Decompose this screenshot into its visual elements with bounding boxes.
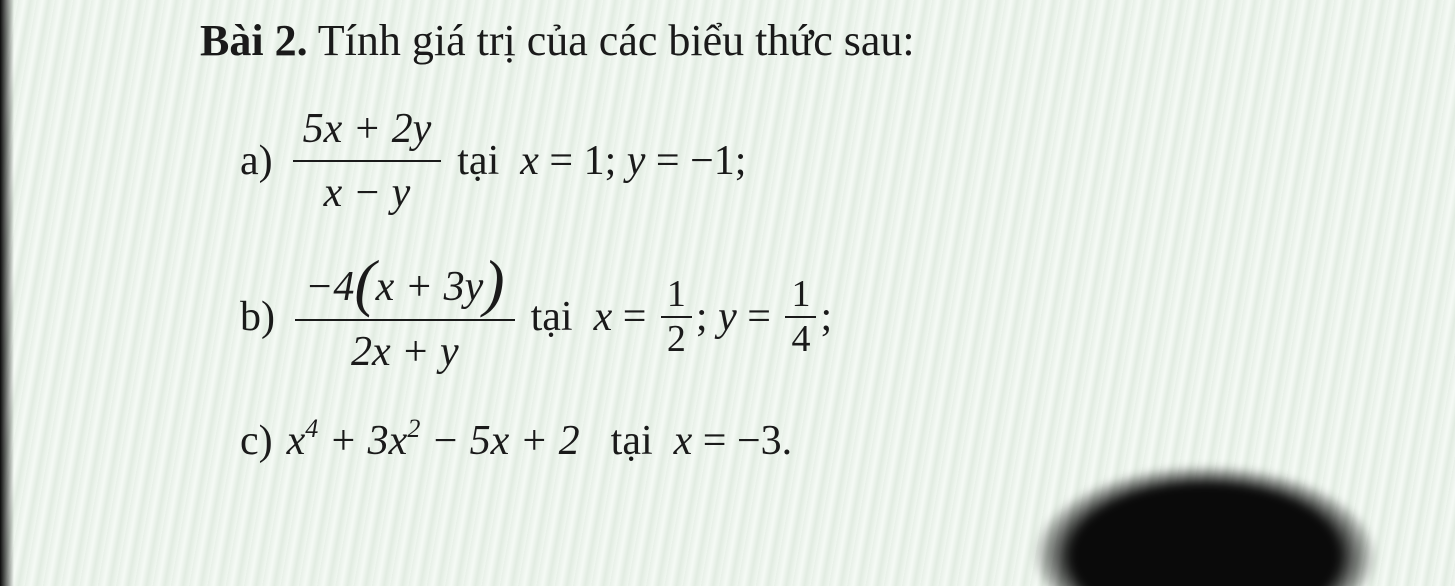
item-c-label: c) <box>240 412 273 471</box>
half-num: 1 <box>661 274 692 316</box>
quarter-den: 4 <box>785 319 816 361</box>
item-b-denominator: 2x + y <box>341 323 469 382</box>
title-text: Tính giá trị của các biểu thức sau: <box>308 16 915 65</box>
var-y: y <box>718 288 737 347</box>
close-paren-icon: ) <box>483 247 504 318</box>
item-a-numerator: 5x + 2y <box>293 100 442 159</box>
item-a-label: a) <box>240 132 273 191</box>
term1-exp: 4 <box>305 414 318 443</box>
term2-exp: 2 <box>407 414 420 443</box>
num-inner: x + 3y <box>376 264 484 310</box>
item-a-condition: tại x = 1 ; y = −1 ; <box>457 132 746 191</box>
frac-one-quarter: 1 4 <box>785 274 816 362</box>
item-a-denominator: x − y <box>314 164 421 223</box>
item-c-polynomial: x4 + 3x2 − 5x + 2 <box>287 412 580 471</box>
item-b: b) −4(x + 3y) 2x + y tại x = 1 2 ; y = 1 <box>240 253 1415 382</box>
at-word: tại <box>457 132 499 191</box>
num-prefix: −4 <box>305 264 354 310</box>
exercise-title: Bài 2. Tính giá trị của các biểu thức sa… <box>200 10 1415 72</box>
open-paren-icon: ( <box>354 247 375 318</box>
exercise-block: Bài 2. Tính giá trị của các biểu thức sa… <box>0 0 1455 491</box>
quarter-num: 1 <box>785 274 816 316</box>
terminator: . <box>782 412 793 471</box>
title-label: Bài 2. <box>200 16 308 65</box>
item-a-fraction: 5x + 2y x − y <box>293 100 442 224</box>
item-b-condition: tại x = 1 2 ; y = 1 4 ; <box>531 274 833 362</box>
term2-var: x <box>389 418 408 464</box>
terminator: ; <box>820 288 832 347</box>
item-b-label: b) <box>240 288 275 347</box>
at-word: tại <box>611 412 653 471</box>
op1: + 3 <box>318 418 388 464</box>
item-a: a) 5x + 2y x − y tại x = 1 ; y = −1 ; <box>240 100 1415 224</box>
item-b-numerator: −4(x + 3y) <box>295 253 515 317</box>
var-y: y <box>627 132 646 191</box>
term1-var: x <box>287 418 306 464</box>
item-c: c) x4 + 3x2 − 5x + 2 tại x = −3 . <box>240 412 1415 471</box>
var-x: x <box>674 412 693 471</box>
var-x: x <box>520 132 539 191</box>
val-neg1: −1 <box>690 132 735 191</box>
poly-rest: − 5x + 2 <box>420 418 579 464</box>
var-x: x <box>594 288 613 347</box>
val-neg3: −3 <box>737 412 782 471</box>
frac-one-half: 1 2 <box>661 274 692 362</box>
item-c-condition: tại x = −3 . <box>590 412 793 471</box>
fraction-bar <box>293 160 442 162</box>
half-den: 2 <box>661 319 692 361</box>
val-1: 1 <box>584 132 605 191</box>
item-b-fraction: −4(x + 3y) 2x + y <box>295 253 515 382</box>
at-word: tại <box>531 288 573 347</box>
fraction-bar <box>295 319 515 321</box>
terminator: ; <box>735 132 747 191</box>
